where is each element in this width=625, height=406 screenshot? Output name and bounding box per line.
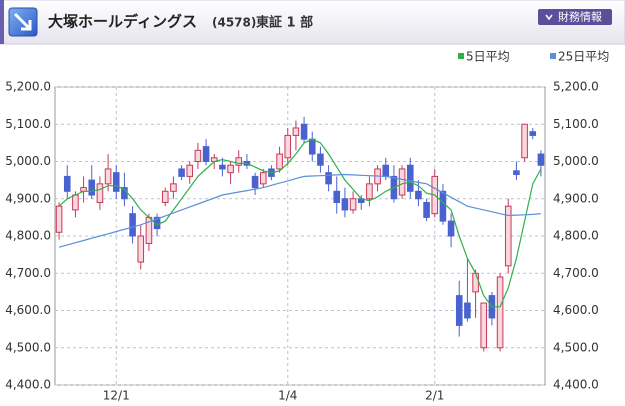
candle-body xyxy=(341,198,349,211)
y-tick-label: 5,100.0 xyxy=(5,117,51,131)
button-chevron xyxy=(545,14,553,21)
header-accent xyxy=(0,0,4,44)
candle-body xyxy=(406,164,414,192)
candle-body xyxy=(104,168,112,185)
candle-body xyxy=(63,175,71,192)
candle-body xyxy=(129,213,136,237)
y2-tick-label: 5,000.0 xyxy=(553,154,599,168)
candle-body xyxy=(259,172,267,185)
y2-tick-label: 4,900.0 xyxy=(553,191,599,205)
y2-tick-label: 5,100.0 xyxy=(553,117,599,131)
candle-body xyxy=(276,153,283,170)
candle-body xyxy=(366,183,373,200)
candle-body xyxy=(455,295,463,326)
candle-body xyxy=(349,198,357,211)
candle-body xyxy=(537,153,545,166)
candle-body xyxy=(464,302,471,319)
x-tick-label: 2/1 xyxy=(425,389,444,403)
candle-body xyxy=(513,170,520,176)
legend-label: 25日平均 xyxy=(558,50,609,64)
candle-body xyxy=(72,194,79,211)
candle-body xyxy=(170,183,177,192)
y2-tick-label: 4,500.0 xyxy=(553,340,599,354)
candle-body xyxy=(137,235,145,263)
finance-button[interactable] xyxy=(538,9,612,25)
y2-tick-label: 4,400.0 xyxy=(553,378,599,392)
candle-body xyxy=(439,190,447,222)
y-tick-label: 5,000.0 xyxy=(5,154,51,168)
candle-body xyxy=(178,168,185,177)
y-tick-label: 4,500.0 xyxy=(5,340,51,354)
stock-name: 大塚ホールディングス xyxy=(48,13,197,31)
header-bar xyxy=(0,0,625,45)
legend-swatch xyxy=(458,53,464,59)
trend-arrow xyxy=(13,12,32,31)
y2-tick-label: 5,200.0 xyxy=(553,80,599,94)
candle-body xyxy=(447,220,455,237)
candle-body xyxy=(333,190,341,203)
moving-average-line xyxy=(58,138,542,308)
candle-body xyxy=(325,172,332,185)
candle-body xyxy=(472,272,479,293)
y-tick-label: 4,800.0 xyxy=(5,229,51,243)
y2-tick-label: 4,600.0 xyxy=(553,303,599,317)
legend-swatch xyxy=(550,53,556,59)
candle-body xyxy=(308,138,316,155)
candle-body xyxy=(423,201,430,218)
candle-body xyxy=(300,123,308,140)
candle-body xyxy=(317,153,324,166)
y-tick-label: 4,400.0 xyxy=(5,378,51,392)
y2-tick-label: 4,700.0 xyxy=(553,266,599,280)
legend-label: 5日平均 xyxy=(466,50,510,64)
candle-body xyxy=(235,157,243,166)
candle-body xyxy=(398,168,406,196)
y-tick-label: 5,200.0 xyxy=(5,80,51,94)
candle-body xyxy=(161,190,169,203)
candle-body xyxy=(219,164,226,170)
candle-body xyxy=(382,164,390,177)
candle-body xyxy=(88,179,96,196)
y-tick-label: 4,900.0 xyxy=(5,191,51,205)
y2-tick-label: 4,800.0 xyxy=(553,229,599,243)
button-label[interactable]: 財務情報 xyxy=(558,10,602,24)
candle-body xyxy=(521,123,528,159)
candle-body xyxy=(202,146,210,163)
y-tick-label: 4,600.0 xyxy=(5,303,51,317)
candle-body xyxy=(227,164,234,174)
candle-body xyxy=(194,149,202,162)
moving-average-line xyxy=(58,173,541,248)
candle-body xyxy=(251,175,259,189)
candle-body xyxy=(529,131,537,136)
x-tick-label: 12/1 xyxy=(103,389,130,403)
candle-body xyxy=(292,127,300,136)
y-tick-label: 4,700.0 xyxy=(5,266,51,280)
candle-body xyxy=(96,183,104,203)
candle-body xyxy=(496,276,504,349)
candle-body xyxy=(55,205,63,233)
candle-body xyxy=(186,164,194,177)
candle-body xyxy=(284,134,292,159)
candle-body xyxy=(504,205,512,267)
stock-code: (4578) xyxy=(212,16,256,30)
candle-body xyxy=(112,172,120,192)
x-tick-label: 1/4 xyxy=(278,389,297,403)
candle-body xyxy=(415,190,422,200)
candle-body xyxy=(480,302,488,349)
market: 東証 1 部 xyxy=(256,15,313,31)
